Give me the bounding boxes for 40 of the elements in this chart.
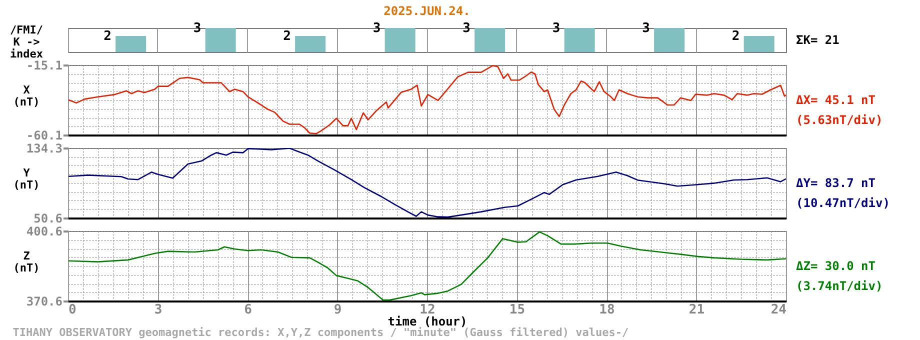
data-label: 2 [732,29,740,44]
text: (10.47nT/div) [796,196,890,210]
x-tick-label: 18 [599,302,615,318]
y-tick-label: 50.6 [34,212,62,226]
x-tick-label: 6 [244,302,252,318]
y-tick-label: 400.6 [26,224,62,238]
text: ΔX= 45.1 nT [796,93,876,107]
data-label: 2 [104,29,112,44]
x-tick-label: 12 [420,302,436,318]
text: TIHANY OBSERVATORY geomagnetic records: X,Y,Z components / "minute" (Gauss filtered) values-/ [12,326,630,339]
text: (3.74nT/div) [796,279,883,293]
y-axis-title: X (nT) [13,84,40,108]
x-axis-title: time (hour) [388,314,468,328]
x-tick-label: 0 [68,302,76,318]
line-series [68,65,786,134]
line-series [68,231,786,301]
data-label: 3 [193,21,202,36]
data-label: 3 [462,21,470,36]
y-axis-title: Y (nT) [13,166,40,192]
y-tick-label: 134.3 [26,142,62,156]
x-tick-label: 15 [509,302,526,318]
text: ΣK= 21 [796,33,840,47]
y-axis-title: /FMI/ K -> index [10,24,44,60]
data-label: 3 [642,21,650,36]
y-tick-label: -15.1 [26,58,62,72]
chart-title: 2025.JUN.24. [384,4,470,18]
line-series [68,148,786,218]
x-tick-label: 24 [770,302,787,318]
data-label: 3 [552,21,560,36]
text: ΔZ= 30.0 nT [796,259,876,273]
x-tick-label: 3 [154,302,162,318]
x-tick-label: 21 [688,302,705,318]
y-tick-label: 370.6 [26,294,62,308]
y-axis-title: Z (nT) [13,250,40,274]
text: (5.63nT/div) [796,113,883,127]
y-tick-label: -60.1 [26,128,62,142]
data-label: 2 [283,29,291,44]
x-tick-label: 9 [334,302,342,318]
data-label: 3 [372,21,381,36]
text: ΔY= 83.7 nT [796,176,876,190]
